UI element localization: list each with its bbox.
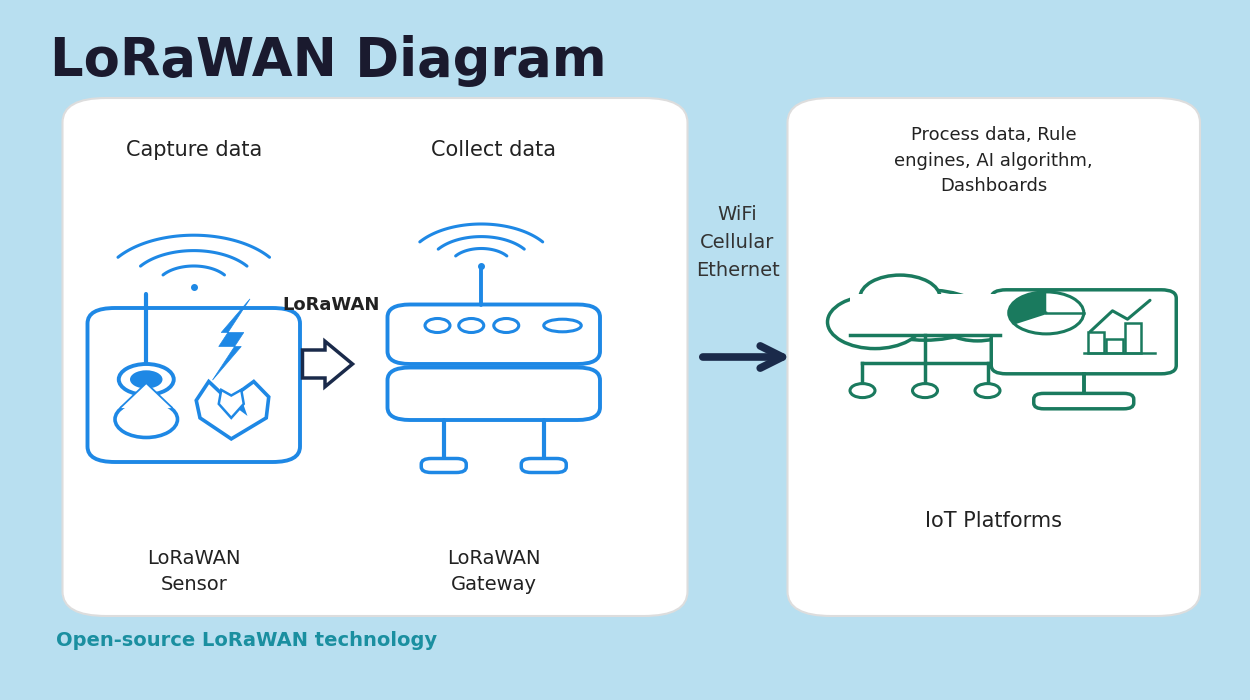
FancyBboxPatch shape <box>1034 393 1134 409</box>
Text: LoRaWAN: LoRaWAN <box>282 295 380 314</box>
Circle shape <box>975 384 1000 398</box>
Circle shape <box>425 318 450 332</box>
FancyBboxPatch shape <box>388 304 600 364</box>
Bar <box>1125 323 1141 353</box>
Polygon shape <box>121 384 171 408</box>
Text: LoRaWAN
Gateway: LoRaWAN Gateway <box>448 550 540 594</box>
Text: Capture data: Capture data <box>125 140 262 160</box>
Text: IoT Platforms: IoT Platforms <box>925 511 1062 531</box>
Text: WiFi
Cellular
Ethernet: WiFi Cellular Ethernet <box>696 205 780 280</box>
Text: LoRaWAN
Sensor: LoRaWAN Sensor <box>148 550 240 594</box>
Circle shape <box>828 295 922 349</box>
Bar <box>1106 339 1122 353</box>
Polygon shape <box>219 390 244 418</box>
Circle shape <box>459 318 484 332</box>
Circle shape <box>912 384 938 398</box>
Ellipse shape <box>544 319 581 332</box>
Bar <box>1088 332 1104 353</box>
Ellipse shape <box>115 401 178 438</box>
Polygon shape <box>213 299 250 380</box>
Polygon shape <box>196 382 269 439</box>
FancyBboxPatch shape <box>991 290 1176 374</box>
Ellipse shape <box>865 290 985 340</box>
Circle shape <box>119 364 174 395</box>
Text: Collect data: Collect data <box>431 140 556 160</box>
Circle shape <box>850 384 875 398</box>
FancyBboxPatch shape <box>62 98 688 616</box>
Text: LoRaWAN Diagram: LoRaWAN Diagram <box>50 35 606 87</box>
Bar <box>850 294 1013 336</box>
Circle shape <box>130 370 162 388</box>
Circle shape <box>494 318 519 332</box>
FancyBboxPatch shape <box>521 458 566 472</box>
Text: Process data, Rule
engines, AI algorithm,
Dashboards: Process data, Rule engines, AI algorithm… <box>895 126 1092 195</box>
Polygon shape <box>1009 292 1046 323</box>
FancyBboxPatch shape <box>88 308 300 462</box>
Circle shape <box>1009 292 1084 334</box>
Circle shape <box>860 275 940 320</box>
FancyBboxPatch shape <box>421 458 466 472</box>
FancyArrow shape <box>302 342 352 386</box>
FancyBboxPatch shape <box>788 98 1200 616</box>
Circle shape <box>938 296 1017 341</box>
FancyBboxPatch shape <box>388 368 600 420</box>
Text: Open-source LoRaWAN technology: Open-source LoRaWAN technology <box>56 631 438 650</box>
